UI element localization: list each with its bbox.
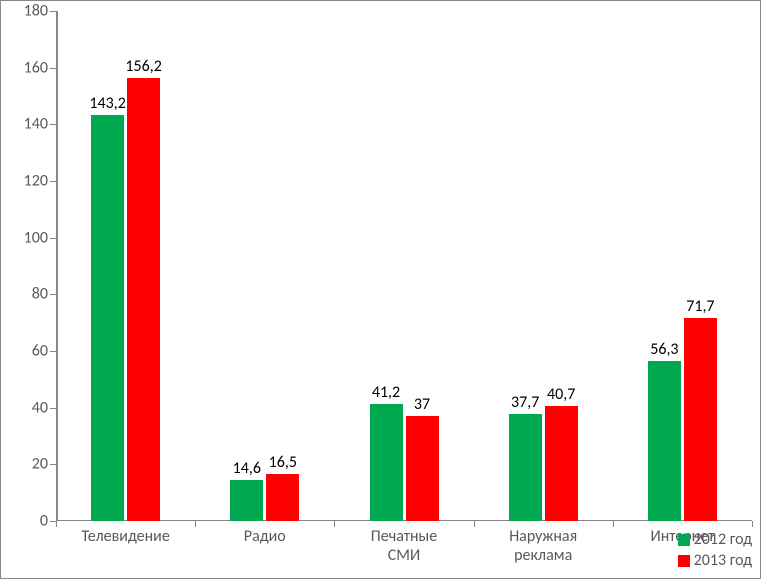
y-axis: [56, 11, 58, 521]
bar-value-label: 71,7: [670, 297, 730, 316]
legend-swatch: [678, 534, 690, 546]
x-category-label: ПечатныеСМИ: [334, 521, 473, 565]
bar-value-label: 156,2: [114, 57, 174, 76]
bar-value-label: 40,7: [531, 385, 591, 404]
bar: 40,7: [545, 406, 578, 521]
bar: 143,2: [91, 115, 124, 521]
plot-area: 020406080100120140160180Телевидение143,2…: [56, 11, 752, 521]
bar: 16,5: [266, 474, 299, 521]
y-tick-mark: [50, 464, 56, 465]
legend-swatch: [678, 555, 690, 567]
y-tick-mark: [50, 238, 56, 239]
bar: 37,7: [509, 414, 542, 521]
x-category-label: Радио: [195, 521, 334, 546]
y-tick-mark: [50, 294, 56, 295]
y-tick-mark: [50, 181, 56, 182]
bar: 41,2: [370, 404, 403, 521]
bar: 71,7: [684, 318, 717, 521]
bar: 156,2: [127, 78, 160, 521]
y-tick-mark: [50, 351, 56, 352]
legend-item: 2013 год: [678, 551, 752, 570]
y-tick-mark: [50, 124, 56, 125]
y-tick-mark: [50, 408, 56, 409]
legend-label: 2013 год: [694, 551, 752, 570]
x-category-label: Телевидение: [56, 521, 195, 546]
bar: 14,6: [230, 480, 263, 521]
legend-label: 2012 год: [694, 530, 752, 549]
y-tick-mark: [50, 68, 56, 69]
x-tick-mark: [752, 521, 753, 527]
y-tick-mark: [50, 11, 56, 12]
x-tick-mark: [56, 521, 57, 527]
bar: 37: [406, 416, 439, 521]
bar: 56,3: [648, 361, 681, 521]
chart-container: 020406080100120140160180Телевидение143,2…: [0, 0, 761, 579]
bar-value-label: 37: [392, 395, 452, 414]
legend-item: 2012 год: [678, 530, 752, 549]
x-category-label: Наружнаяреклама: [474, 521, 613, 565]
legend: 2012 год 2013 год: [678, 530, 752, 572]
bar-value-label: 16,5: [253, 453, 313, 472]
